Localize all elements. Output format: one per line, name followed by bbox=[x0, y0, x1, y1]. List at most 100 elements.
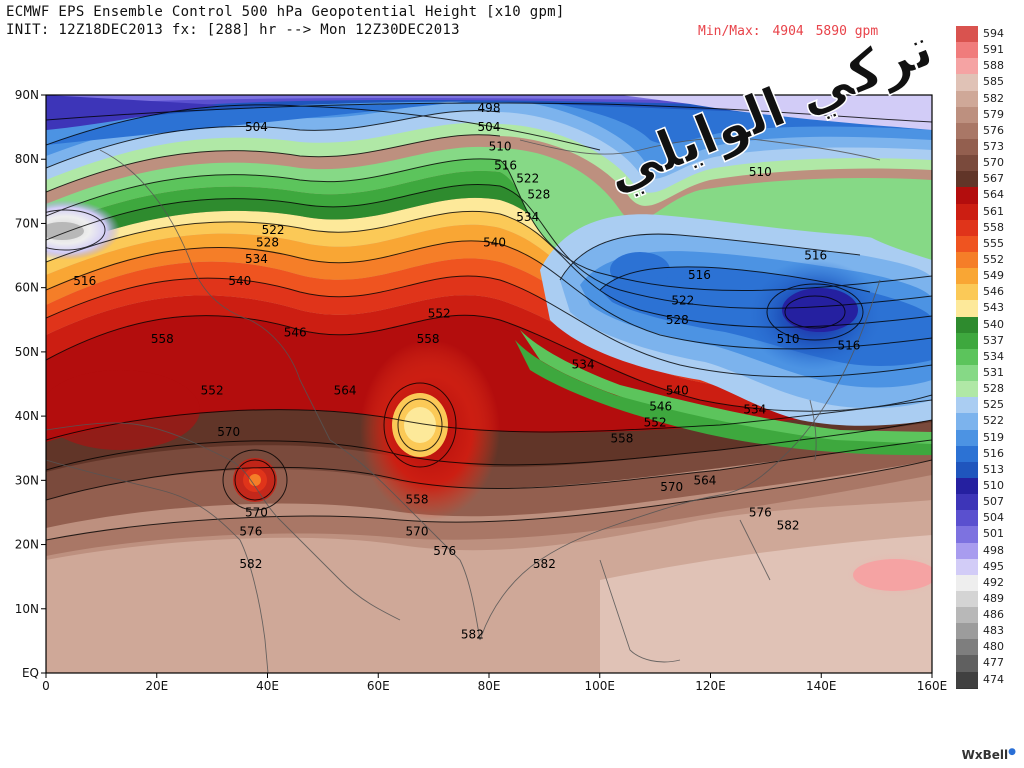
colorbar-row: 492 bbox=[956, 574, 1012, 592]
colorbar-row: 474 bbox=[956, 671, 1012, 689]
colorbar-label: 543 bbox=[983, 301, 1004, 315]
colorbar-swatch bbox=[956, 671, 978, 689]
y-tick-label: 10N bbox=[15, 602, 39, 616]
contour-label: 576 bbox=[433, 544, 456, 558]
colorbar-label: 576 bbox=[983, 123, 1004, 137]
colorbar-row: 513 bbox=[956, 461, 1012, 479]
contour-label: 570 bbox=[245, 505, 268, 519]
colorbar-label: 585 bbox=[983, 75, 1004, 89]
contour-label: 522 bbox=[671, 294, 694, 308]
colorbar-row: 510 bbox=[956, 477, 1012, 496]
contour-label: 534 bbox=[516, 210, 539, 224]
x-tick-label: 20E bbox=[145, 679, 168, 693]
colorbar-row: 576 bbox=[956, 122, 1012, 140]
contour-label: 558 bbox=[610, 432, 633, 446]
colorbar-label: 594 bbox=[983, 27, 1004, 40]
contour-label: 576 bbox=[749, 505, 772, 519]
colorbar-row: 561 bbox=[956, 203, 1012, 221]
colorbar-label: 507 bbox=[983, 495, 1004, 509]
colorbar-row: 540 bbox=[956, 316, 1012, 334]
x-tick-label: 120E bbox=[695, 679, 726, 693]
contour-label: 516 bbox=[837, 338, 860, 352]
logo-dot-icon: ● bbox=[1008, 747, 1016, 757]
colorbar-row: 579 bbox=[956, 106, 1012, 124]
colorbar-swatch bbox=[956, 106, 978, 124]
colorbar-row: 525 bbox=[956, 397, 1012, 415]
contour-label: 558 bbox=[406, 493, 429, 507]
colorbar-label: 564 bbox=[983, 188, 1004, 202]
colorbar-row: 504 bbox=[956, 510, 1012, 528]
contour-label: 510 bbox=[777, 332, 800, 346]
contour-label: 570 bbox=[406, 525, 429, 539]
contour-label: 558 bbox=[417, 332, 440, 346]
contour-label: 522 bbox=[262, 223, 285, 237]
colorbar-swatch bbox=[956, 623, 978, 641]
colorbar-label: 504 bbox=[983, 511, 1004, 525]
colorbar-label: 549 bbox=[983, 269, 1004, 283]
y-tick-label: 20N bbox=[15, 538, 39, 552]
colorbar-label: 591 bbox=[983, 43, 1004, 57]
y-tick-label: 60N bbox=[15, 281, 39, 295]
colorbar-label: 540 bbox=[983, 317, 1004, 331]
colorbar-row: 558 bbox=[956, 219, 1012, 237]
colorbar-label: 516 bbox=[983, 446, 1004, 460]
colorbar-label: 579 bbox=[983, 107, 1004, 121]
colorbar-row: 543 bbox=[956, 300, 1012, 318]
x-tick-label: 100E bbox=[585, 679, 616, 693]
init-valid-line: INIT: 12Z18DEC2013 fx: [288] hr --> Mon … bbox=[6, 22, 460, 38]
colorbar-label: 483 bbox=[983, 624, 1004, 638]
colorbar-row: 546 bbox=[956, 284, 1012, 302]
colorbar-label: 510 bbox=[983, 478, 1004, 492]
colorbar-swatch bbox=[956, 300, 978, 318]
colorbar-row: 483 bbox=[956, 623, 1012, 641]
colorbar-swatch bbox=[956, 526, 978, 544]
colorbar-label: 519 bbox=[983, 430, 1004, 444]
contour-label: 546 bbox=[649, 399, 672, 413]
colorbar-swatch bbox=[956, 607, 978, 625]
colorbar-swatch bbox=[956, 364, 978, 383]
contour-label: 582 bbox=[533, 557, 556, 571]
colorbar-swatch bbox=[956, 558, 978, 576]
colorbar-label: 480 bbox=[983, 640, 1004, 654]
colorbar-row: 564 bbox=[956, 187, 1012, 205]
colorbar-swatch bbox=[956, 494, 978, 512]
contour-label: 498 bbox=[478, 101, 501, 115]
colorbar-label: 546 bbox=[983, 285, 1004, 299]
colorbar-row: 555 bbox=[956, 235, 1012, 253]
colorbar-swatch bbox=[956, 235, 978, 253]
x-tick-label: 60E bbox=[367, 679, 390, 693]
contour-label: 540 bbox=[666, 383, 689, 397]
contour-label: 534 bbox=[572, 358, 595, 372]
colorbar-label: 534 bbox=[983, 349, 1004, 363]
contour-label: 558 bbox=[151, 332, 174, 346]
colorbar-row: 567 bbox=[956, 171, 1012, 189]
colorbar-label: 570 bbox=[983, 156, 1004, 170]
contour-label: 516 bbox=[804, 249, 827, 263]
colorbar-swatch bbox=[956, 42, 978, 60]
contour-label: 528 bbox=[527, 188, 550, 202]
colorbar-row: 498 bbox=[956, 542, 1012, 560]
contour-label: 534 bbox=[245, 252, 268, 266]
colorbar-label: 561 bbox=[983, 204, 1004, 218]
colorbar-label: 588 bbox=[983, 59, 1004, 73]
colorbar-swatch bbox=[956, 574, 978, 592]
colorbar-row: 549 bbox=[956, 268, 1012, 286]
colorbar-swatch bbox=[956, 655, 978, 673]
colorbar-swatch bbox=[956, 90, 978, 108]
contour-label: 564 bbox=[334, 383, 357, 397]
contour-label: 570 bbox=[660, 480, 683, 494]
colorbar-swatch bbox=[956, 381, 978, 399]
contour-label: 510 bbox=[489, 139, 512, 153]
contour-label: 528 bbox=[666, 313, 689, 327]
chart-title: ECMWF EPS Ensemble Control 500 hPa Geopo… bbox=[6, 4, 565, 20]
colorbar-row: 507 bbox=[956, 494, 1012, 512]
colorbar-swatch bbox=[956, 639, 978, 657]
colorbar-label: 489 bbox=[983, 591, 1004, 605]
colorbar-swatch bbox=[956, 397, 978, 415]
colorbar-swatch bbox=[956, 155, 978, 173]
colorbar-row: 588 bbox=[956, 58, 1012, 76]
contour-label: 504 bbox=[245, 120, 268, 134]
colorbar-swatch bbox=[956, 413, 978, 431]
colorbar-row: 582 bbox=[956, 90, 1012, 108]
contour-label: 510 bbox=[749, 165, 772, 179]
